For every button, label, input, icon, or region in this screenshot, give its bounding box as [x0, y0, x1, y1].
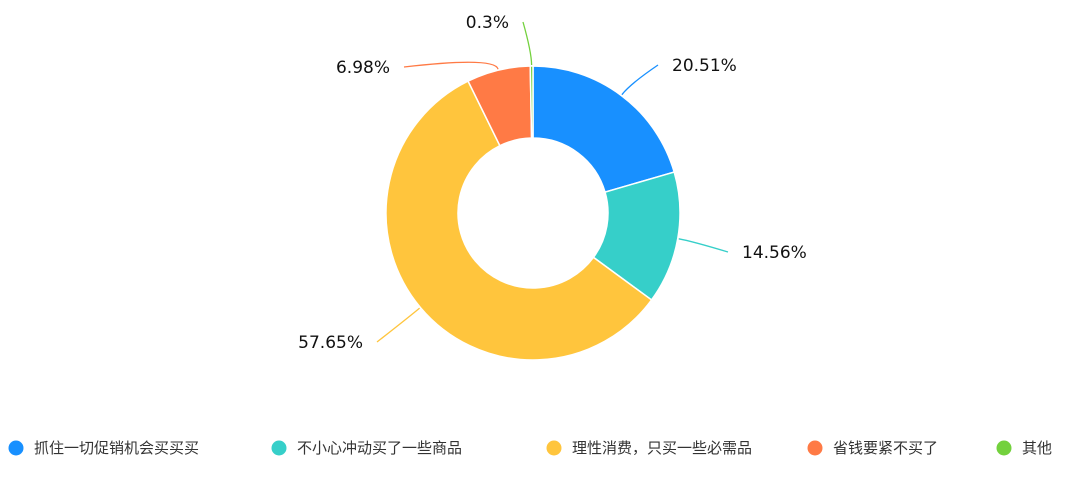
legend-marker-5	[996, 440, 1012, 456]
legend-marker-3	[546, 440, 562, 456]
value-label-2: 14.56%	[742, 243, 807, 263]
legend-label-3: 理性消费，只买一些必需品	[572, 439, 752, 457]
leader-line-2	[678, 238, 729, 253]
legend-item-1[interactable]: 抓住一切促销机会买买买	[8, 439, 200, 457]
legend-marker-1	[8, 440, 24, 456]
value-label-4: 6.98%	[336, 58, 390, 78]
leader-line-1	[621, 64, 659, 96]
legend: 抓住一切促销机会买买买 不小心冲动买了一些商品 理性消费，只买一些必需品 省钱要紧不买…	[8, 439, 1053, 457]
leader-line-3	[376, 307, 421, 343]
slice-5[interactable]	[529, 65, 534, 139]
slice-3[interactable]	[385, 80, 653, 361]
leader-line-4	[403, 61, 499, 70]
legend-item-3[interactable]: 理性消费，只买一些必需品	[546, 439, 753, 457]
legend-label-4: 省钱要紧不买了	[833, 439, 938, 457]
legend-label-2: 不小心冲动买了一些商品	[297, 439, 462, 457]
value-labels-group: 20.51% 14.56% 57.65% 6.98% 0.3%	[298, 13, 807, 353]
legend-label-5: 其他	[1022, 439, 1052, 457]
legend-item-4[interactable]: 省钱要紧不买了	[807, 439, 939, 457]
value-label-5: 0.3%	[466, 13, 509, 33]
legend-item-2[interactable]: 不小心冲动买了一些商品	[271, 439, 463, 457]
legend-item-5[interactable]: 其他	[996, 439, 1053, 457]
leader-line-5	[522, 21, 533, 66]
legend-marker-4	[807, 440, 823, 456]
legend-label-1: 抓住一切促销机会买买买	[34, 439, 199, 457]
value-label-3: 57.65%	[298, 333, 363, 353]
slices-group	[385, 65, 681, 361]
value-label-1: 20.51%	[672, 56, 737, 76]
slice-1[interactable]	[532, 65, 676, 194]
leader-lines-group	[376, 21, 729, 343]
legend-marker-2	[271, 440, 287, 456]
